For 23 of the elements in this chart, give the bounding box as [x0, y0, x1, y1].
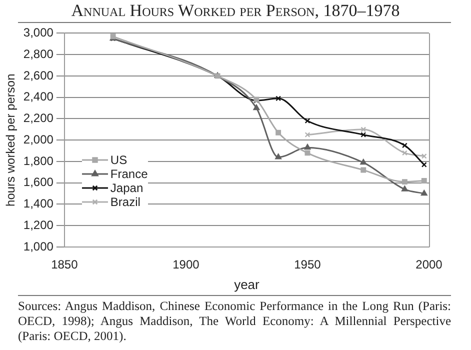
legend-label: Brazil	[110, 195, 140, 209]
x-tick-label: 1900	[172, 258, 200, 272]
x-tick-label: 1850	[51, 258, 78, 272]
legend-label: US	[110, 153, 128, 167]
legend-label: France	[110, 167, 148, 181]
y-tick-label: 2,200	[23, 111, 54, 126]
y-tick-label: 3,000	[23, 26, 54, 40]
y-tick-label: 2,400	[23, 90, 54, 104]
y-tick-label: 1,000	[23, 239, 54, 254]
y-tick-label: 2,000	[23, 132, 54, 146]
y-tick-label: 2,800	[23, 46, 54, 61]
chart-title: Annual Hours Worked per Person, 1870–1978	[70, 0, 401, 22]
y-axis-title: hours worked per person	[4, 74, 18, 206]
x-axis-title: year	[234, 276, 260, 292]
x-tick-label: 1950	[294, 258, 322, 272]
y-tick-label: 1,400	[23, 196, 54, 211]
legend-label: Japan	[110, 181, 144, 195]
source-note: Sources: Angus Maddison, Chinese Economic Performance in the Long Run (Paris: OECD, 1998); Angus Maddison, The World Economy: A Millennial Perspective (Paris: OECD, 2001).	[17, 298, 452, 344]
y-tick-label: 1,600	[23, 175, 54, 190]
x-tick-label: 2000	[416, 258, 443, 272]
y-tick-label: 1,200	[23, 218, 54, 232]
y-tick-label: 1,800	[23, 154, 54, 168]
y-tick-label: 2,600	[23, 68, 54, 82]
